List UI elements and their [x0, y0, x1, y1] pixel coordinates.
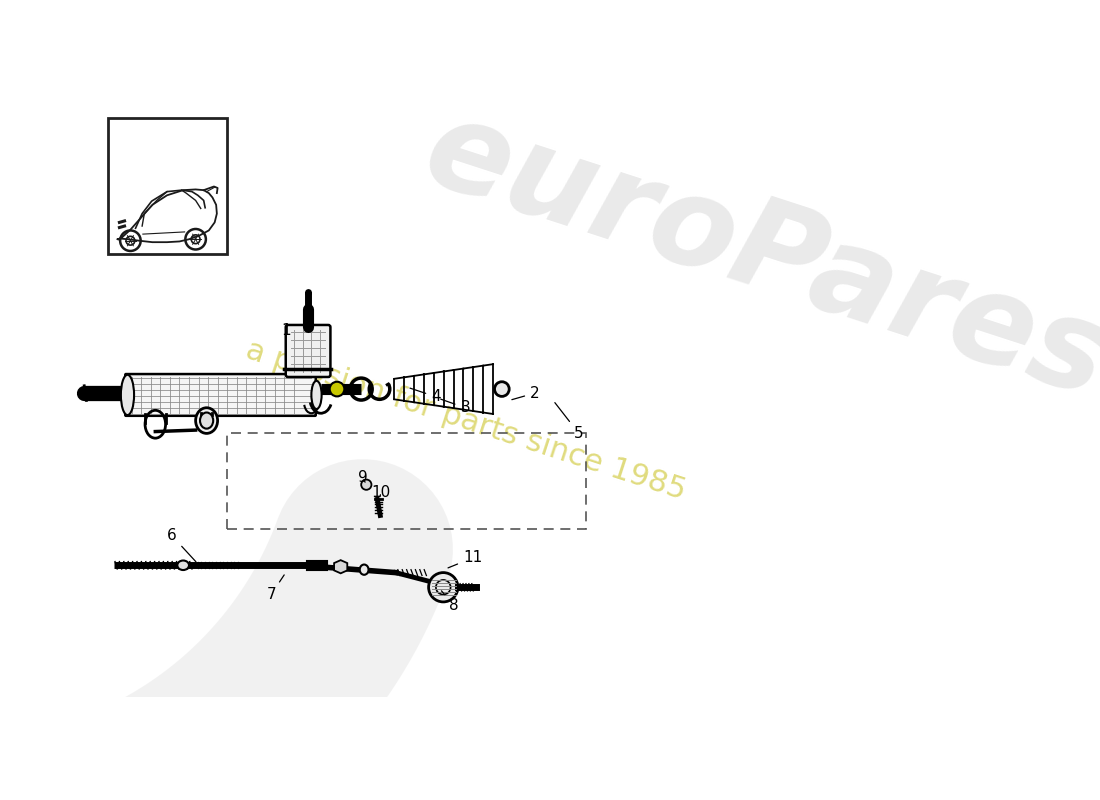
FancyBboxPatch shape: [286, 325, 330, 377]
Text: 11: 11: [448, 550, 482, 568]
Text: 3: 3: [441, 399, 470, 415]
Text: 4: 4: [410, 388, 441, 404]
FancyBboxPatch shape: [125, 374, 316, 416]
Text: 9: 9: [358, 470, 367, 485]
Text: 2: 2: [512, 386, 540, 401]
Circle shape: [495, 382, 509, 396]
Ellipse shape: [200, 413, 213, 429]
Text: 10: 10: [372, 485, 390, 499]
Ellipse shape: [196, 408, 218, 434]
Circle shape: [330, 382, 344, 396]
Circle shape: [429, 573, 458, 602]
Ellipse shape: [177, 561, 189, 570]
Ellipse shape: [121, 374, 134, 415]
Circle shape: [361, 479, 372, 490]
Text: 8: 8: [441, 591, 459, 613]
Polygon shape: [334, 560, 348, 574]
Bar: [227, 434, 586, 529]
Text: 7: 7: [266, 575, 284, 602]
Text: 5: 5: [554, 402, 584, 441]
Ellipse shape: [360, 565, 368, 574]
Text: a passion for parts since 1985: a passion for parts since 1985: [242, 335, 690, 506]
Text: 1: 1: [280, 323, 290, 372]
Text: euroPares: euroPares: [410, 88, 1100, 422]
Text: 6: 6: [167, 529, 196, 562]
Ellipse shape: [311, 381, 321, 409]
Bar: [109, 118, 227, 254]
